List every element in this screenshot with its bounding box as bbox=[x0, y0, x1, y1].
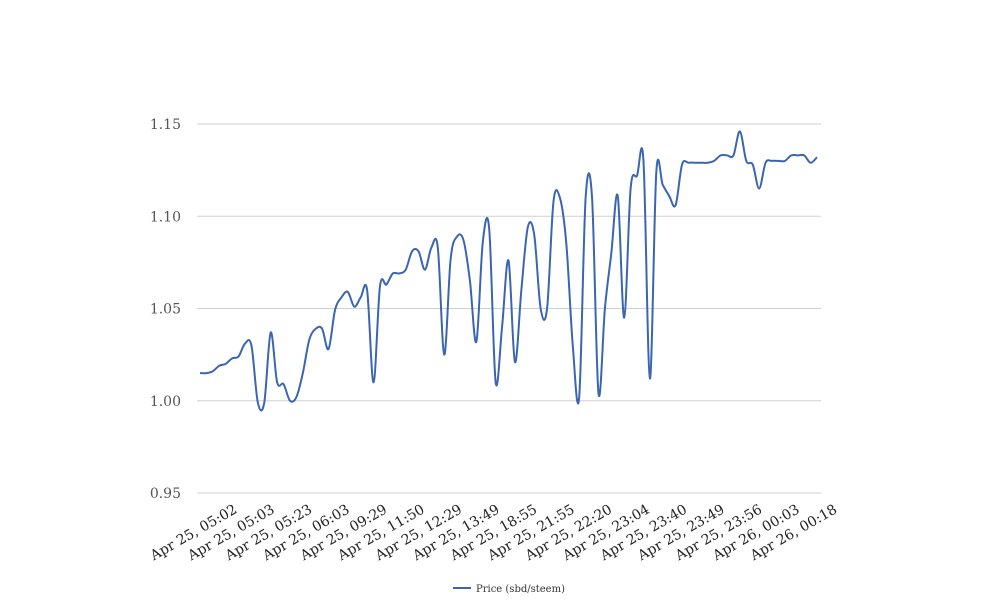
gridlines bbox=[197, 123, 821, 494]
y-tick-label: 1.00 bbox=[150, 394, 181, 410]
legend-label: Price (sbd/steem) bbox=[476, 584, 565, 595]
y-tick-label: 0.95 bbox=[150, 486, 181, 502]
series-line-price bbox=[199, 130, 818, 412]
plot-area bbox=[199, 130, 818, 412]
y-tick-label: 1.10 bbox=[150, 209, 181, 225]
y-tick-label: 1.15 bbox=[150, 117, 181, 133]
legend: Price (sbd/steem) bbox=[453, 584, 565, 595]
y-tick-label: 1.05 bbox=[150, 302, 181, 318]
y-axis: 0.95 1.00 1.05 1.10 1.15 bbox=[150, 117, 181, 502]
